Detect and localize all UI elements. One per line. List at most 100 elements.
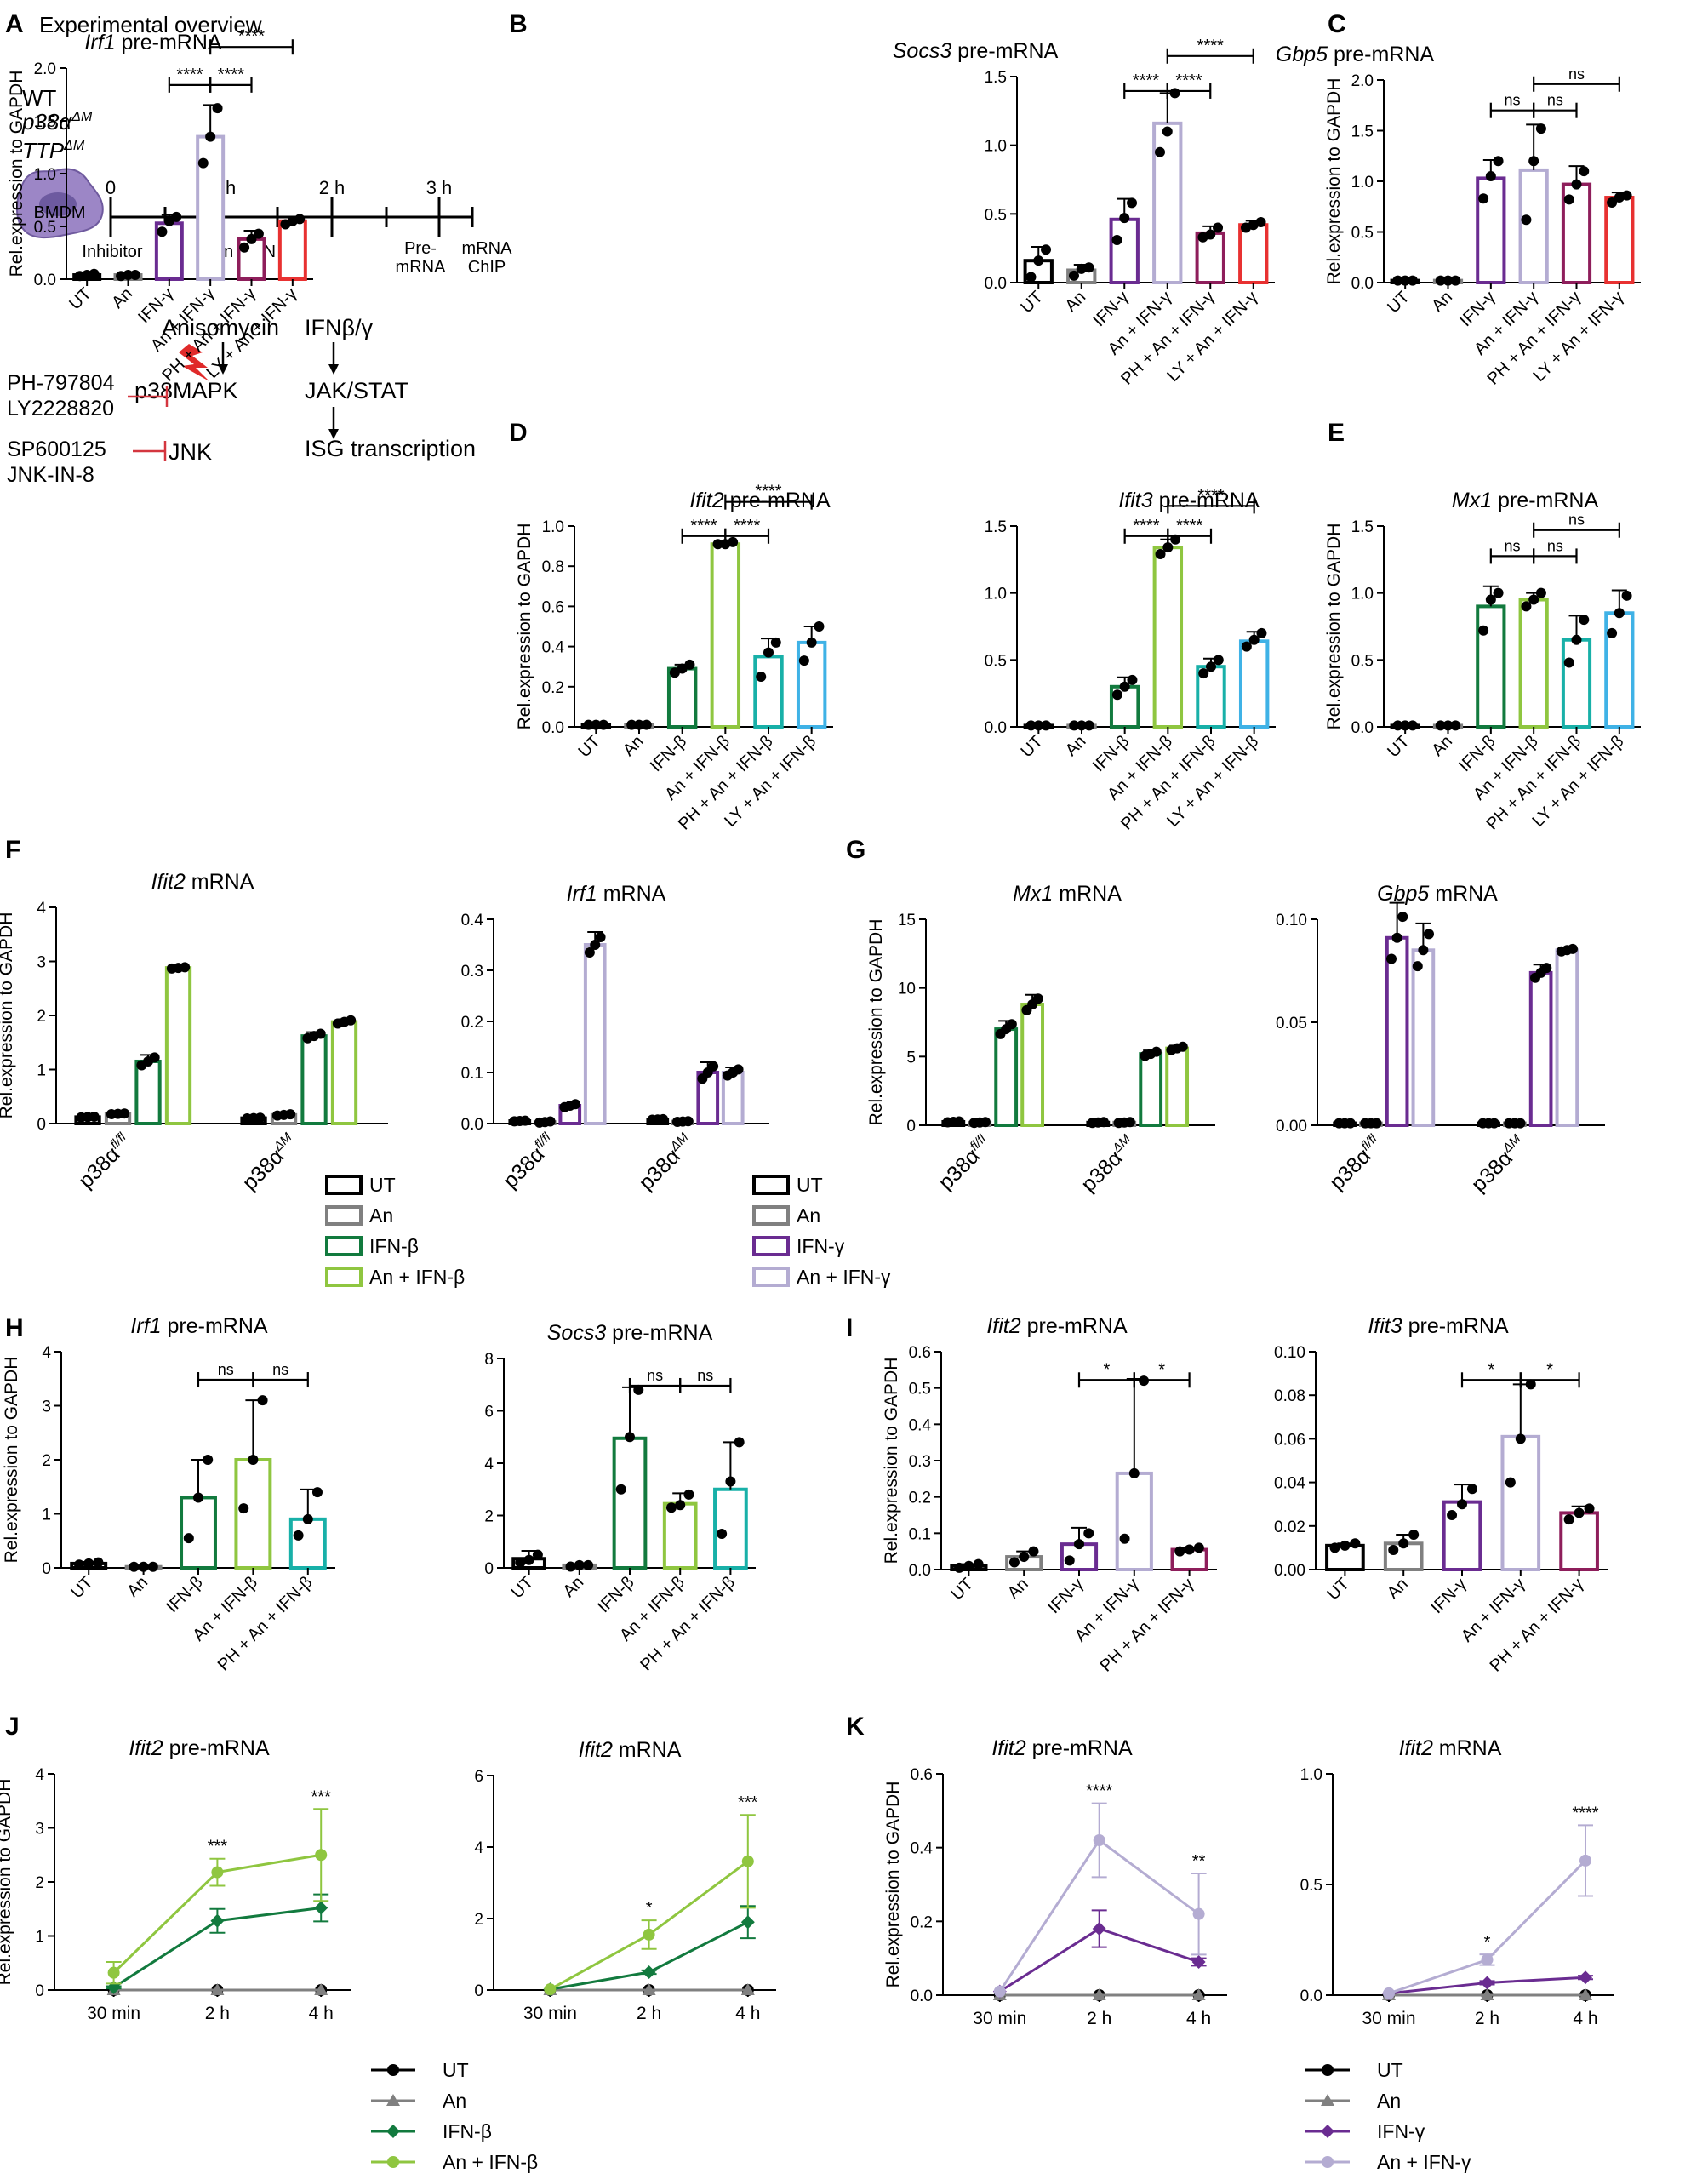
group-label: p38αΔM [1076, 1131, 1141, 1197]
chart-title: Gbp5 mRNA [1377, 882, 1498, 906]
data-point [1515, 1433, 1526, 1444]
data-point [1083, 262, 1094, 273]
title-rest: mRNA [1433, 1736, 1502, 1760]
legend-swatch [325, 1205, 363, 1226]
y-tick-label: 0.5 [985, 206, 1007, 224]
y-tick-label: 0.0 [985, 275, 1007, 293]
data-point [1505, 1477, 1516, 1488]
chart-G1: 0 5 10 15 Rel.expression to GAPDH Mx1 mRNA Gp3… [846, 836, 1215, 1197]
title-gene: Mx1 [1452, 489, 1492, 512]
marker-diamond [642, 1965, 656, 1979]
legend-label: IFN-β [443, 2120, 492, 2142]
data-point [311, 1487, 323, 1498]
data-point [1457, 1499, 1467, 1510]
timeline-tick-0: 0 [106, 177, 116, 198]
significance-label: ns [697, 1367, 713, 1384]
data-point [1069, 720, 1080, 731]
title-gene: Irf1 [567, 882, 597, 906]
bar [796, 640, 827, 729]
legend-label: UT [1377, 2059, 1403, 2081]
data-point [626, 719, 637, 730]
title-gene: Ifit3 [1118, 489, 1152, 512]
data-point [1041, 720, 1052, 731]
legend-label: An + IFN-γ [1377, 2151, 1471, 2173]
marker-triangle [314, 1983, 328, 1995]
data-point [634, 719, 644, 730]
bar [1238, 639, 1270, 729]
chart-D1: 0.0 0.2 0.4 0.6 0.8 1.0 Rel.expression to GAPD… [509, 419, 833, 834]
y-tick-label: 0.5 [1351, 225, 1374, 243]
data-point [1571, 634, 1582, 645]
y-tick-label: 0.6 [911, 1766, 933, 1784]
data-point [293, 1530, 304, 1541]
chart-E: 0.0 0.5 1.0 1.5 Rel.expression to GAPDH Mx1 p… [1324, 419, 1641, 834]
y-tick-label: 0.0 [461, 1116, 483, 1134]
data-point [1184, 1544, 1195, 1555]
title-rest: mRNA [613, 1738, 682, 1762]
bar [1385, 935, 1409, 1128]
data-point [1493, 587, 1504, 598]
legend-label: An + IFN-β [369, 1266, 465, 1288]
data-point [1397, 912, 1408, 923]
data-point [1177, 1041, 1188, 1052]
data-point [1371, 1118, 1382, 1129]
title-rest: pre-mRNA [606, 1321, 712, 1345]
chart-title: Ifit2 mRNA [1399, 1736, 1502, 1760]
legend-label: An [443, 2090, 466, 2112]
data-point [157, 226, 168, 237]
bar [1411, 948, 1436, 1128]
data-point [1563, 1514, 1574, 1525]
chart-F2: 0.0 0.1 0.2 0.3 0.4 Irf1 mRNA p38αfl/fl p38αΔM [461, 882, 769, 1195]
x-tick-label: PH + An + IFN-γ [1097, 1575, 1198, 1676]
x-tick-label: 30 min [523, 2004, 577, 2023]
legend-LG: UT An IFN-γ An + IFN-γ [752, 1174, 891, 1288]
data-point [203, 1455, 214, 1465]
bar [612, 1436, 648, 1570]
marker-diamond [1321, 2125, 1334, 2138]
significance-label: * [1104, 1360, 1111, 1379]
y-tick-label: 0.02 [1274, 1518, 1305, 1536]
pathway-ifn: IFNβ/γ [305, 315, 374, 340]
data-point [294, 214, 306, 225]
data-point [1124, 1117, 1135, 1128]
data-point [669, 667, 680, 678]
legend-swatch [325, 1236, 363, 1256]
data-point [1579, 166, 1590, 177]
data-point [1340, 1540, 1351, 1551]
bar [180, 1496, 217, 1570]
y-tick-label: 0.5 [985, 652, 1007, 670]
data-point [1574, 1507, 1585, 1518]
chart-title: Gbp5 pre-mRNA [1276, 43, 1435, 66]
y-axis-label: Rel.expression to GAPDH [1324, 78, 1344, 285]
data-point [89, 268, 100, 279]
title-gene: Socs3 [547, 1321, 607, 1345]
chart-title: Socs3 pre-mRNA [893, 39, 1059, 63]
y-tick-label: 1.0 [34, 166, 56, 184]
bar [288, 1517, 327, 1570]
chart-title: Mx1 pre-mRNA [1452, 489, 1599, 512]
marker-circle [107, 1966, 120, 1979]
bar [1152, 546, 1184, 729]
y-tick-label: 0.1 [461, 1065, 483, 1083]
y-tick-label: 0.0 [1351, 719, 1374, 737]
title-gene: Ifit2 [991, 1736, 1025, 1760]
series-line [1388, 1859, 1587, 1995]
x-tick-label: IFN-γ [1427, 1575, 1470, 1617]
overview-title: Experimental overview [39, 12, 262, 37]
y-tick-label: 0.1 [909, 1525, 931, 1543]
data-point [677, 663, 688, 674]
x-tick-label: 4 h [1573, 2009, 1597, 2028]
y-tick-label: 0.0 [985, 719, 1007, 737]
significance-label: *** [311, 1787, 332, 1806]
pathway-isg: ISG transcription [305, 436, 476, 461]
y-tick-label: 0.08 [1274, 1387, 1305, 1405]
y-tick-label: 0.05 [1276, 1015, 1307, 1032]
inhibitor-jnk-in-8: JNK-IN-8 [7, 463, 94, 487]
data-point [595, 932, 606, 942]
title-gene: Ifit2 [986, 1314, 1020, 1338]
legend-label: IFN-γ [1377, 2120, 1425, 2142]
data-point [129, 1561, 140, 1572]
